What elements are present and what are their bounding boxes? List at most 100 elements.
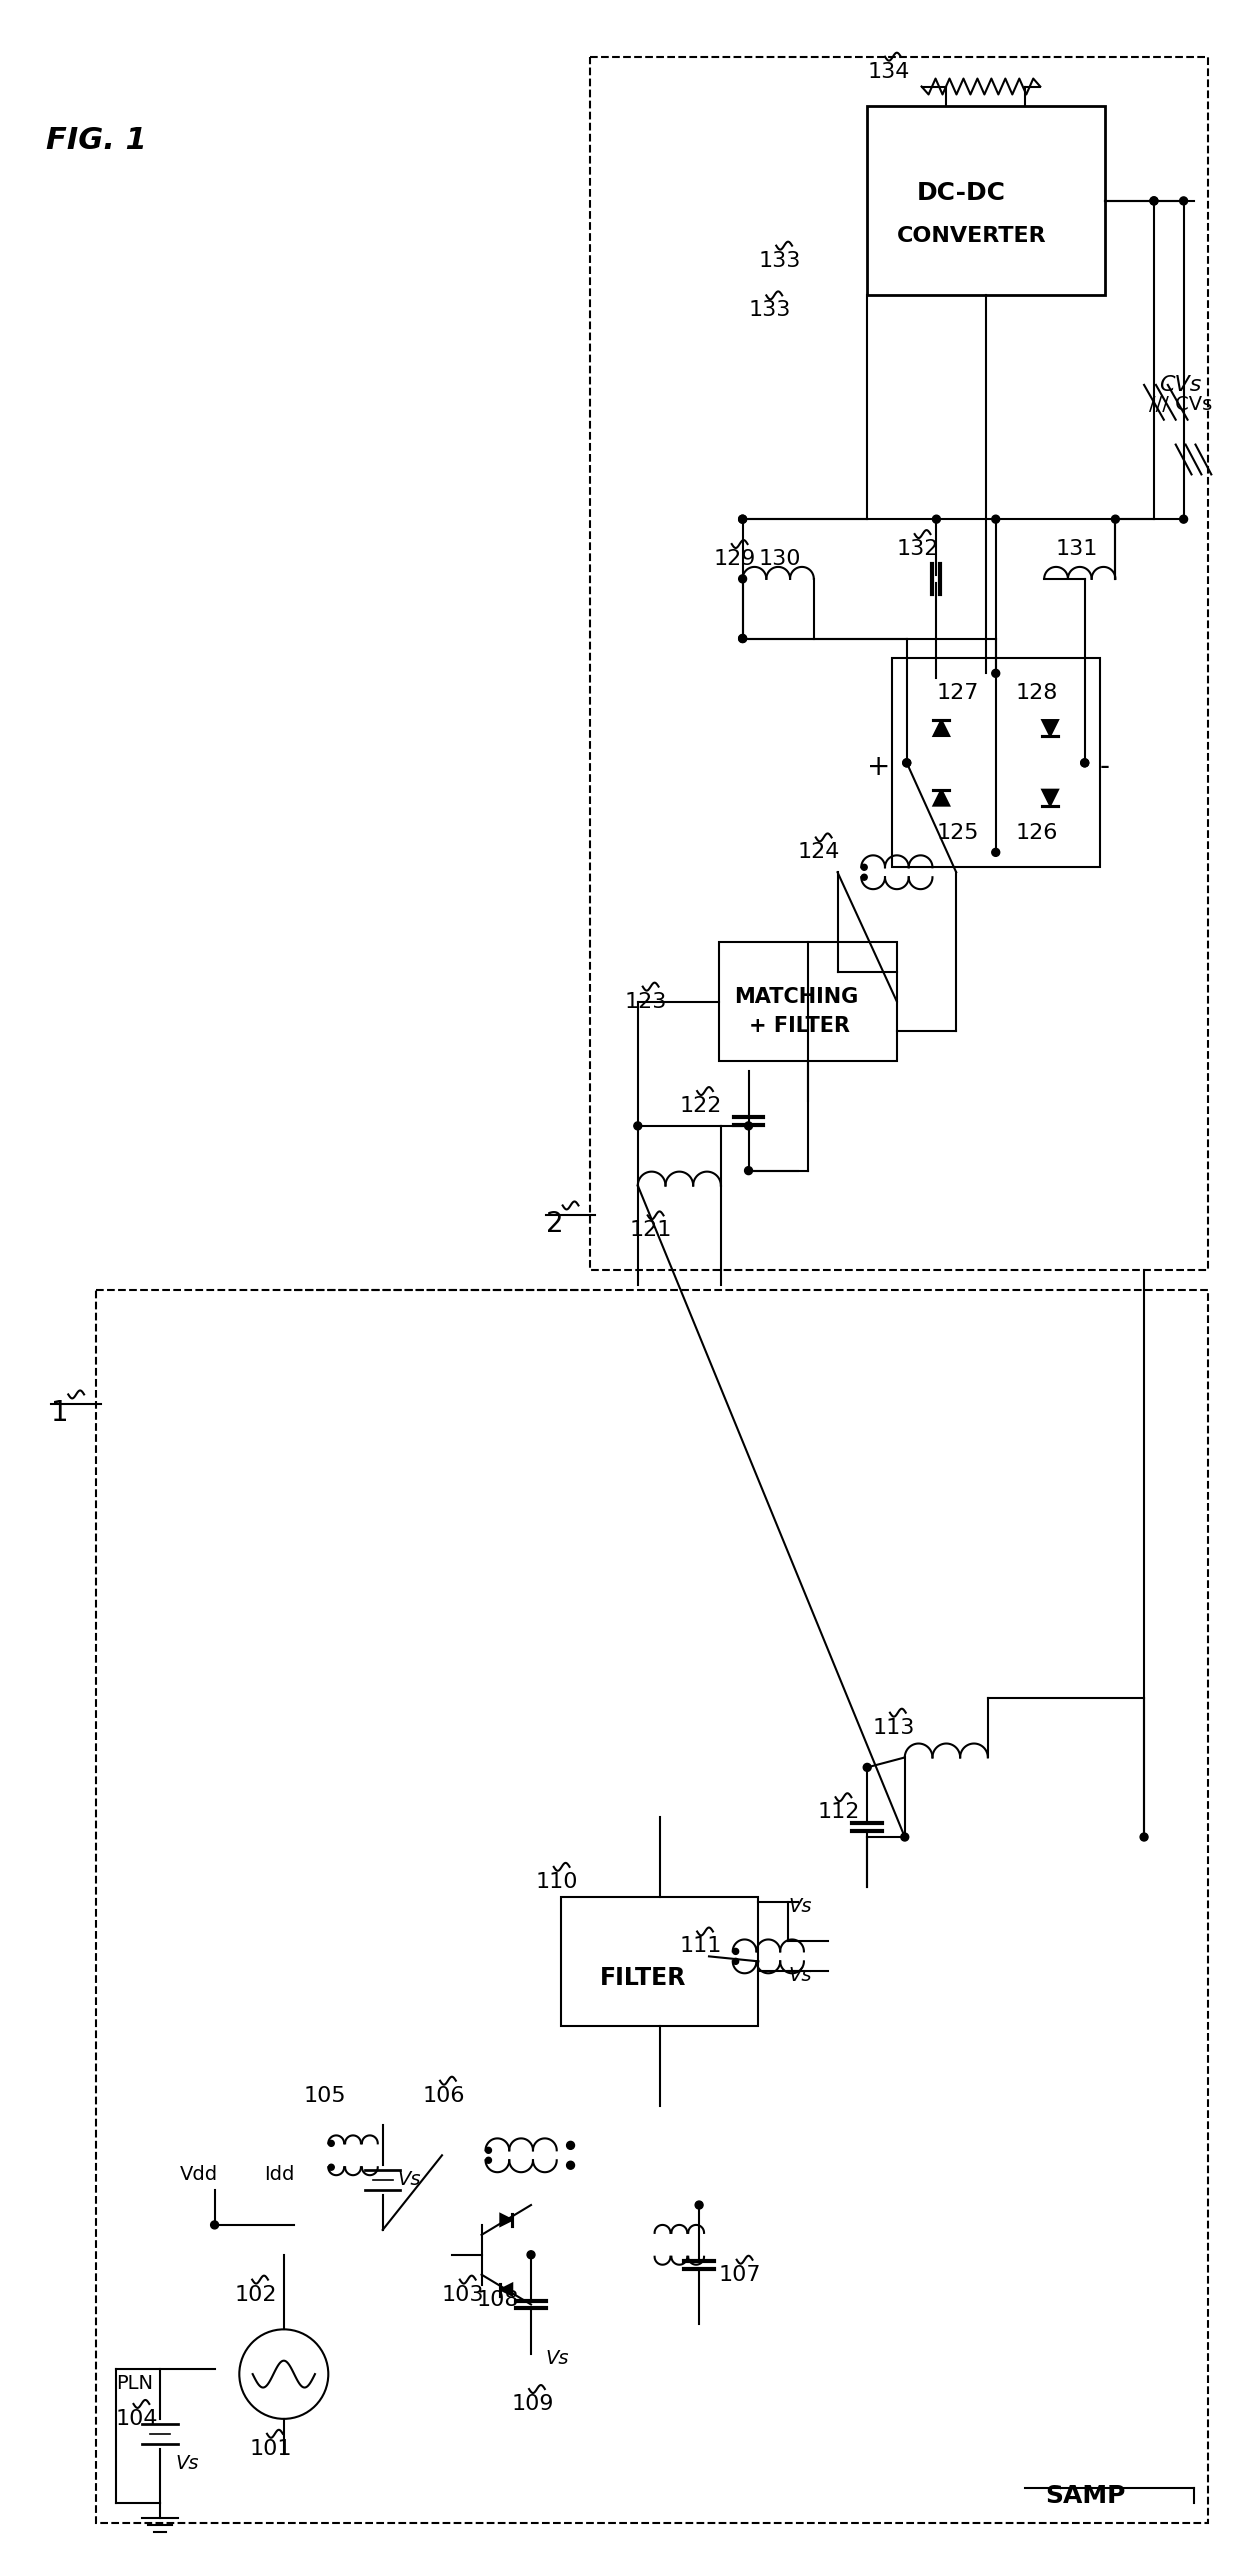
Text: Vdd: Vdd xyxy=(180,2166,218,2184)
Text: 122: 122 xyxy=(680,1097,722,1115)
Circle shape xyxy=(739,574,746,582)
Text: 132: 132 xyxy=(897,538,939,559)
Bar xyxy=(95,1290,1208,2524)
Circle shape xyxy=(739,633,746,644)
Bar xyxy=(441,2096,600,2214)
Text: 113: 113 xyxy=(872,1718,915,1738)
Text: SAMP: SAMP xyxy=(1045,2482,1126,2508)
Text: 108: 108 xyxy=(476,2289,520,2310)
Text: 134: 134 xyxy=(867,62,910,82)
Circle shape xyxy=(1149,196,1158,206)
Text: MATCHING: MATCHING xyxy=(734,986,858,1007)
Text: 105: 105 xyxy=(304,2086,346,2106)
Polygon shape xyxy=(501,2284,512,2294)
Text: PLN: PLN xyxy=(115,2374,153,2392)
Text: 133: 133 xyxy=(759,250,801,270)
Text: Vs: Vs xyxy=(546,2348,569,2369)
Text: -: - xyxy=(1100,752,1110,780)
Circle shape xyxy=(1149,196,1158,206)
Text: Vs: Vs xyxy=(789,1898,812,1916)
Circle shape xyxy=(1081,760,1089,767)
Bar xyxy=(837,821,956,922)
Circle shape xyxy=(1111,515,1120,523)
Polygon shape xyxy=(1042,721,1058,736)
Polygon shape xyxy=(934,721,950,736)
Circle shape xyxy=(903,760,910,767)
Text: /// CVs: /// CVs xyxy=(1149,394,1213,415)
Text: 107: 107 xyxy=(719,2263,761,2284)
Text: Vs: Vs xyxy=(175,2454,198,2472)
Circle shape xyxy=(862,876,867,881)
Text: 130: 130 xyxy=(759,548,801,569)
Text: 104: 104 xyxy=(115,2410,159,2428)
Circle shape xyxy=(1140,1833,1148,1841)
Circle shape xyxy=(567,2142,574,2150)
Text: FILTER: FILTER xyxy=(600,1967,687,1990)
Polygon shape xyxy=(1042,791,1058,806)
Bar xyxy=(590,57,1208,1269)
Circle shape xyxy=(329,2140,335,2148)
Circle shape xyxy=(744,1123,753,1130)
Text: 1: 1 xyxy=(51,1398,69,1427)
Polygon shape xyxy=(501,2214,512,2225)
Circle shape xyxy=(903,760,910,767)
Text: 2: 2 xyxy=(546,1210,563,1239)
Circle shape xyxy=(992,670,999,677)
Circle shape xyxy=(932,515,940,523)
Text: 112: 112 xyxy=(817,1802,861,1823)
Circle shape xyxy=(863,1764,872,1772)
Bar xyxy=(867,106,1105,296)
Text: 123: 123 xyxy=(625,991,667,1012)
Text: 110: 110 xyxy=(536,1872,578,1893)
Bar xyxy=(892,659,1100,868)
Text: FIG. 1: FIG. 1 xyxy=(46,126,148,154)
Circle shape xyxy=(739,633,746,644)
Text: CVs: CVs xyxy=(1159,376,1202,394)
Bar xyxy=(304,2106,403,2204)
Text: Vs: Vs xyxy=(398,2171,422,2189)
Text: 121: 121 xyxy=(630,1221,672,1241)
Circle shape xyxy=(1179,515,1188,523)
Text: Vs: Vs xyxy=(789,1967,812,1985)
Circle shape xyxy=(1081,760,1089,767)
Circle shape xyxy=(733,1949,739,1954)
Text: + FILTER: + FILTER xyxy=(749,1017,849,1038)
Circle shape xyxy=(739,515,746,523)
Circle shape xyxy=(992,847,999,857)
Text: 106: 106 xyxy=(423,2086,465,2106)
Text: 109: 109 xyxy=(511,2395,554,2413)
Text: CONVERTER: CONVERTER xyxy=(897,227,1047,245)
Text: 133: 133 xyxy=(749,301,791,319)
Bar xyxy=(719,942,897,1061)
Text: 101: 101 xyxy=(249,2439,291,2459)
Circle shape xyxy=(696,2202,703,2209)
Circle shape xyxy=(211,2222,218,2230)
Circle shape xyxy=(992,515,999,523)
Text: 127: 127 xyxy=(936,682,978,703)
Text: Idd: Idd xyxy=(264,2166,294,2184)
Text: DC-DC: DC-DC xyxy=(916,180,1006,206)
Text: 102: 102 xyxy=(234,2284,277,2305)
Circle shape xyxy=(862,865,867,870)
Circle shape xyxy=(634,1123,642,1130)
Text: 128: 128 xyxy=(1016,682,1058,703)
Circle shape xyxy=(733,1960,739,1965)
Circle shape xyxy=(739,515,746,523)
Text: 103: 103 xyxy=(441,2284,485,2305)
Polygon shape xyxy=(934,791,950,806)
Bar xyxy=(709,1906,827,2006)
Text: 125: 125 xyxy=(936,821,978,842)
Text: 129: 129 xyxy=(714,548,756,569)
Circle shape xyxy=(900,1833,909,1841)
Circle shape xyxy=(329,2163,335,2171)
Circle shape xyxy=(744,1166,753,1174)
Circle shape xyxy=(486,2158,491,2163)
Circle shape xyxy=(527,2251,534,2258)
Circle shape xyxy=(567,2160,574,2168)
Circle shape xyxy=(1179,196,1188,206)
Text: 111: 111 xyxy=(680,1936,722,1957)
Circle shape xyxy=(486,2148,491,2153)
Text: 124: 124 xyxy=(799,842,841,863)
Text: +: + xyxy=(867,752,890,780)
Bar xyxy=(560,1898,759,2027)
